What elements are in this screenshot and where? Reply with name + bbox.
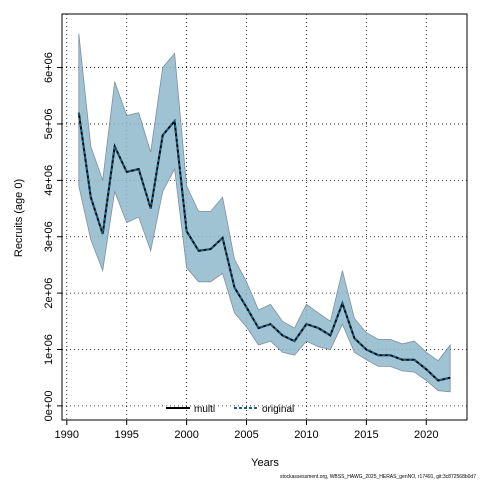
x-tick-label-2015: 2015 [354,429,378,441]
series-line-original [77,112,451,382]
y-tick-label-3: 3e+06 [43,221,55,252]
x-axis-label: Years [251,457,279,469]
x-axis: 1990 1995 2000 2005 2010 2015 2020 [55,420,439,441]
y-tick-label-1: 1e+06 [43,334,55,365]
x-tick-label-1990: 1990 [55,429,79,441]
legend: multi original [166,404,294,415]
x-tick-label-2005: 2005 [234,429,258,441]
plot-frame [61,13,468,421]
x-tick-label-2000: 2000 [174,429,198,441]
y-tick-label-4: 4e+06 [43,165,55,196]
y-tick-label-0: 0e+00 [43,390,55,421]
x-tick-label-2020: 2020 [414,429,438,441]
y-tick-label-5: 5e+06 [43,109,55,140]
legend-multi-label: multi [194,404,215,415]
footer-credit: stockassessment.org, WBSS_HAWG_2025_HERA… [280,474,476,480]
legend-original-label: original [262,404,294,415]
series-lines [77,112,451,382]
y-axis: 0e+00 1e+06 2e+06 3e+06 4e+06 5e+06 6e+06 [43,52,62,421]
y-tick-label-6: 6e+06 [43,52,55,83]
x-tick-label-2010: 2010 [294,429,318,441]
y-tick-label-2: 2e+06 [43,278,55,309]
y-axis-label: Recruits (age 0) [13,179,25,257]
x-tick-label-1995: 1995 [114,429,138,441]
